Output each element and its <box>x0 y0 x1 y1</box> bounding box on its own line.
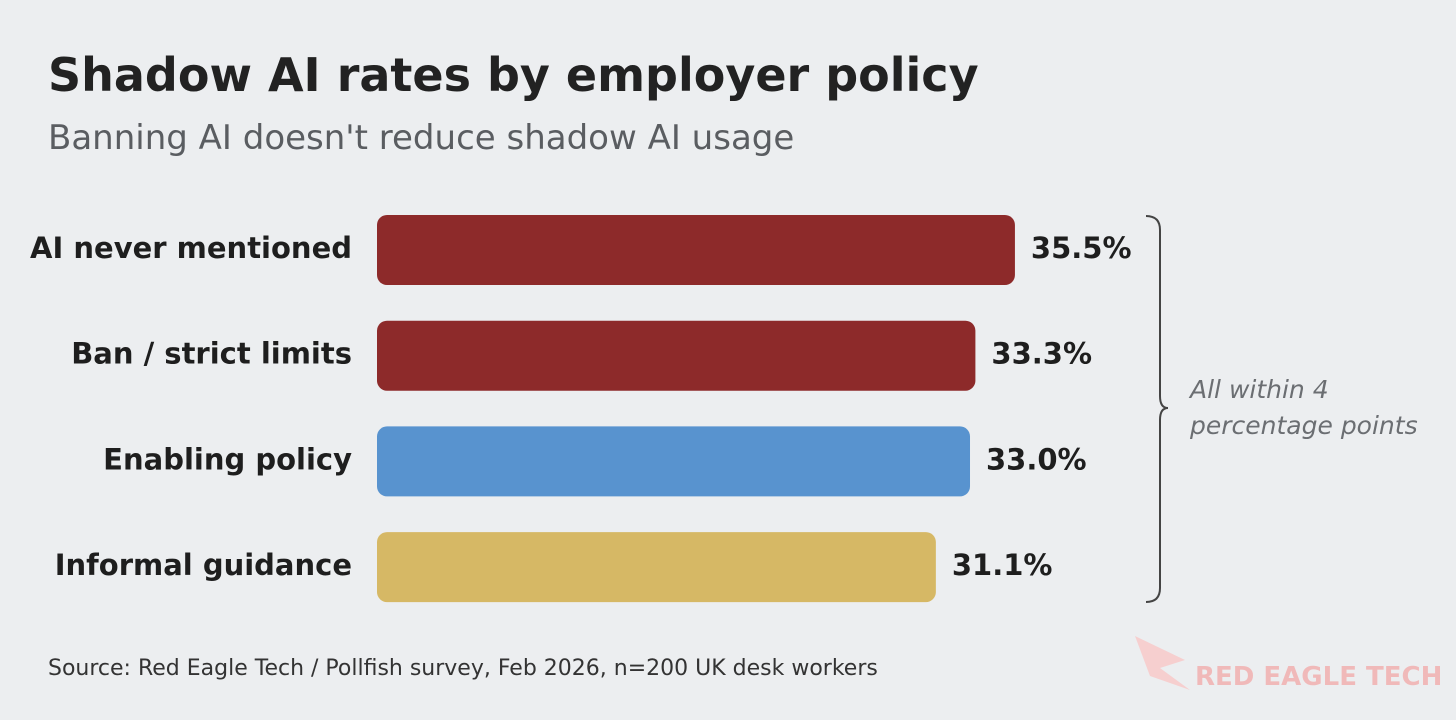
value-label: 35.5% <box>1031 231 1132 265</box>
value-label: 31.1% <box>952 548 1053 582</box>
brace <box>1145 215 1169 603</box>
source-note: Source: Red Eagle Tech / Pollfish survey… <box>48 656 878 681</box>
bar <box>377 320 976 391</box>
chart-title: Shadow AI rates by employer policy <box>48 48 979 102</box>
category-label: Enabling policy <box>103 442 352 476</box>
value-label: 33.0% <box>986 442 1087 476</box>
category-label: AI never mentioned <box>30 231 352 265</box>
chart-subtitle: Banning AI doesn't reduce shadow AI usag… <box>48 118 795 158</box>
bar <box>377 532 936 603</box>
value-label: 33.3% <box>991 337 1092 371</box>
annotation: All within 4 percentage points <box>1190 375 1418 440</box>
logo: RED EAGLE TECH <box>1195 662 1443 692</box>
logo-icon <box>1135 636 1190 690</box>
bar <box>377 215 1015 285</box>
category-label: Informal guidance <box>55 548 352 582</box>
bar <box>377 426 971 497</box>
category-label: Ban / strict limits <box>71 337 352 371</box>
